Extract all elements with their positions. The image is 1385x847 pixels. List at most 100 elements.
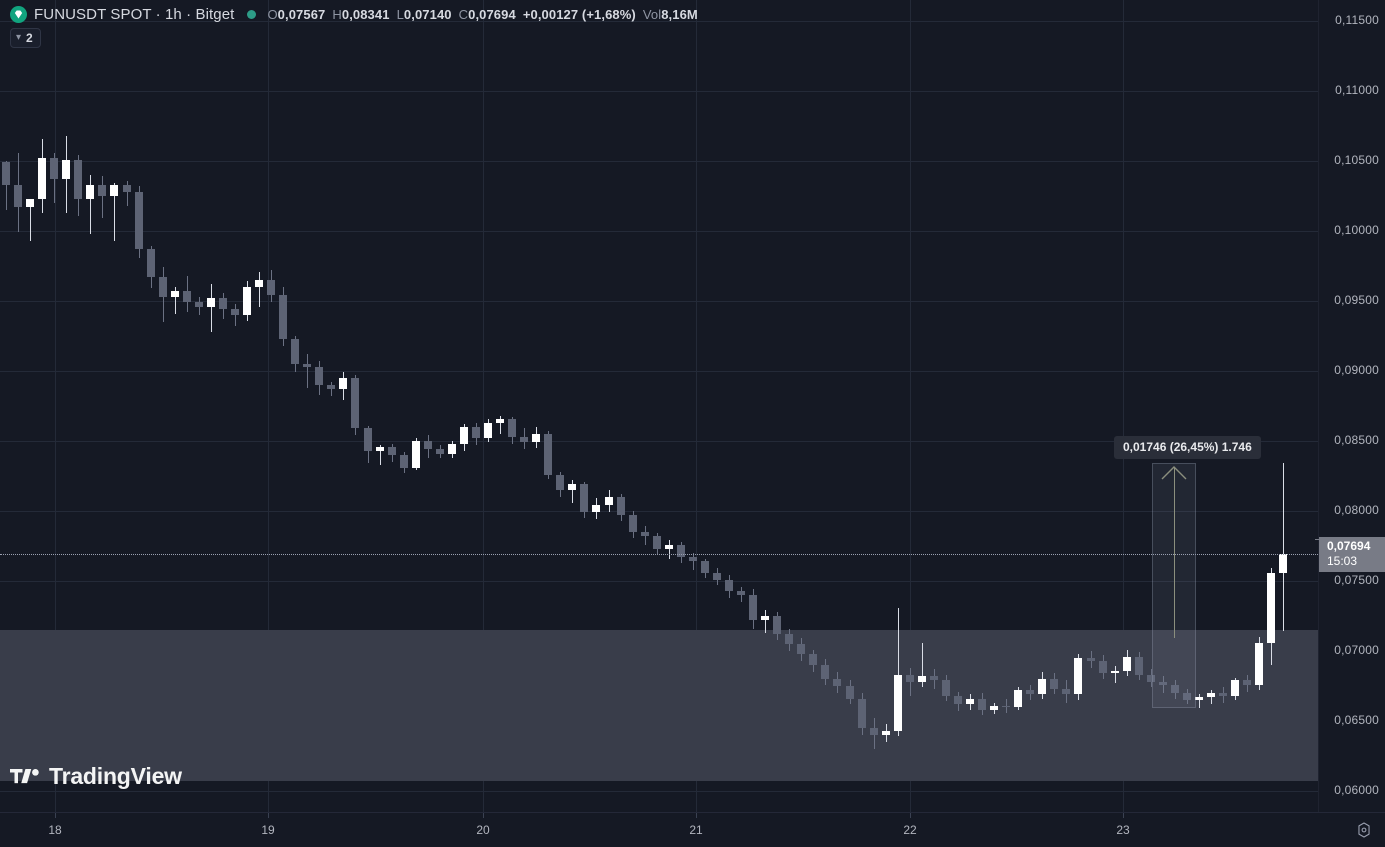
candle-body bbox=[388, 446, 396, 455]
legend-primary-row: FUNUSDT SPOT · 1h · Bitget O0,07567 H0,08… bbox=[10, 6, 698, 23]
tradingview-logo-icon bbox=[10, 769, 39, 784]
candle-body bbox=[327, 385, 335, 390]
ohlc-high-value: 0,08341 bbox=[341, 7, 390, 22]
candle-body bbox=[821, 665, 829, 679]
gridline-horizontal bbox=[0, 161, 1318, 162]
price-axis-tick-label: 0,07500 bbox=[1334, 573, 1379, 587]
candle-body bbox=[255, 280, 263, 287]
candle-body bbox=[460, 427, 468, 444]
candle-wick bbox=[572, 480, 573, 503]
candle-body bbox=[279, 295, 287, 339]
candle-body bbox=[617, 497, 625, 516]
candle-body bbox=[267, 280, 275, 296]
gridline-vertical bbox=[483, 0, 484, 812]
candle-body bbox=[809, 653, 817, 665]
candle-body bbox=[1255, 642, 1263, 685]
time-axis[interactable]: 18 19 20 21 22 23 bbox=[0, 812, 1385, 847]
candle-body bbox=[38, 158, 46, 199]
chevron-down-icon: ▾ bbox=[16, 32, 22, 43]
ohlc-low-label: L bbox=[396, 7, 404, 22]
gridline-vertical bbox=[1123, 0, 1124, 812]
time-axis-tick bbox=[483, 813, 484, 818]
candle-body bbox=[159, 277, 167, 297]
candle-wick bbox=[898, 607, 899, 737]
gridline-horizontal bbox=[0, 581, 1318, 582]
candle-wick bbox=[1211, 690, 1212, 705]
candle-body bbox=[1014, 690, 1022, 707]
candle-wick bbox=[127, 180, 128, 206]
candle-body bbox=[86, 184, 94, 199]
candle-body bbox=[1267, 572, 1275, 643]
gear-icon[interactable] bbox=[1355, 821, 1373, 839]
candle-body bbox=[26, 198, 34, 208]
candle-body bbox=[171, 291, 179, 297]
candle-body bbox=[1135, 656, 1143, 675]
price-axis[interactable]: 0,11500 0,11000 0,10500 0,10000 0,09500 0,090… bbox=[1315, 0, 1385, 812]
candle-body bbox=[641, 532, 649, 537]
candle-body bbox=[436, 449, 444, 454]
candle-body bbox=[846, 686, 854, 699]
candle-body bbox=[1195, 697, 1203, 700]
candle-body bbox=[978, 698, 986, 710]
ohlc-open-value: 0,07567 bbox=[277, 7, 326, 22]
candle-body bbox=[400, 455, 408, 468]
arrow-up-icon bbox=[1161, 466, 1187, 480]
price-axis-tick-label: 0,11000 bbox=[1335, 83, 1379, 97]
candle-body bbox=[1038, 679, 1046, 695]
watermark-text: TradingView bbox=[49, 763, 182, 789]
candle-body bbox=[677, 544, 685, 558]
time-axis-tick-label: 21 bbox=[689, 823, 703, 837]
candle-body bbox=[773, 616, 781, 635]
ohlc-low-value: 0,07140 bbox=[403, 7, 452, 22]
price-axis-tick-label: 0,07000 bbox=[1334, 643, 1379, 657]
candle-body bbox=[966, 698, 974, 705]
candle-wick bbox=[30, 200, 31, 241]
candle-body bbox=[1171, 684, 1179, 693]
candle-body bbox=[110, 184, 118, 196]
gridline-horizontal bbox=[0, 441, 1318, 442]
candle-body bbox=[1147, 674, 1155, 682]
candle-body bbox=[291, 338, 299, 364]
candle-body bbox=[508, 418, 516, 437]
price-axis-tick-label: 0,11500 bbox=[1335, 13, 1379, 27]
time-axis-tick-label: 22 bbox=[903, 823, 917, 837]
candle-body bbox=[930, 676, 938, 681]
candle-body bbox=[98, 184, 106, 196]
candle-body bbox=[713, 572, 721, 580]
interval-dropdown-label: 2 bbox=[26, 31, 33, 45]
chart-plot-area[interactable]: 0,01746 (26,45%) 1.746 TradingView bbox=[0, 0, 1318, 812]
candle-body bbox=[315, 366, 323, 385]
candle-body bbox=[858, 698, 866, 728]
candle-body bbox=[412, 441, 420, 468]
candle-body bbox=[2, 162, 10, 185]
candle-body bbox=[496, 418, 504, 423]
time-axis-tick bbox=[1123, 813, 1124, 818]
last-price-tag: 0,07694 15:03 bbox=[1315, 536, 1385, 572]
candle-body bbox=[364, 428, 372, 451]
candle-body bbox=[520, 436, 528, 443]
volume-label: Vol bbox=[642, 7, 662, 22]
candle-wick bbox=[211, 284, 212, 332]
candle-wick bbox=[765, 610, 766, 633]
ohlc-values: O0,07567 H0,08341 L0,07140 C0,07694 +0,00127… bbox=[267, 7, 697, 22]
candle-body bbox=[123, 184, 131, 192]
candle-wick bbox=[259, 271, 260, 307]
measure-tool-stem bbox=[1174, 467, 1175, 638]
candle-body bbox=[725, 579, 733, 591]
time-axis-tick bbox=[268, 813, 269, 818]
highlight-band bbox=[0, 630, 1318, 782]
candle-wick bbox=[307, 354, 308, 388]
candle-body bbox=[532, 434, 540, 443]
ohlc-open-label: O bbox=[267, 7, 278, 22]
gem-icon bbox=[10, 6, 27, 23]
candle-body bbox=[195, 302, 203, 307]
interval-dropdown-button[interactable]: ▾ 2 bbox=[10, 28, 41, 48]
symbol-title[interactable]: FUNUSDT SPOT · 1h · Bitget bbox=[34, 6, 235, 23]
candle-body bbox=[544, 434, 552, 475]
candle-body bbox=[1111, 670, 1119, 674]
gridline-vertical bbox=[696, 0, 697, 812]
market-open-dot-icon bbox=[247, 10, 257, 19]
candle-body bbox=[1231, 680, 1239, 696]
candle-body bbox=[785, 634, 793, 644]
candle-body bbox=[749, 595, 757, 621]
